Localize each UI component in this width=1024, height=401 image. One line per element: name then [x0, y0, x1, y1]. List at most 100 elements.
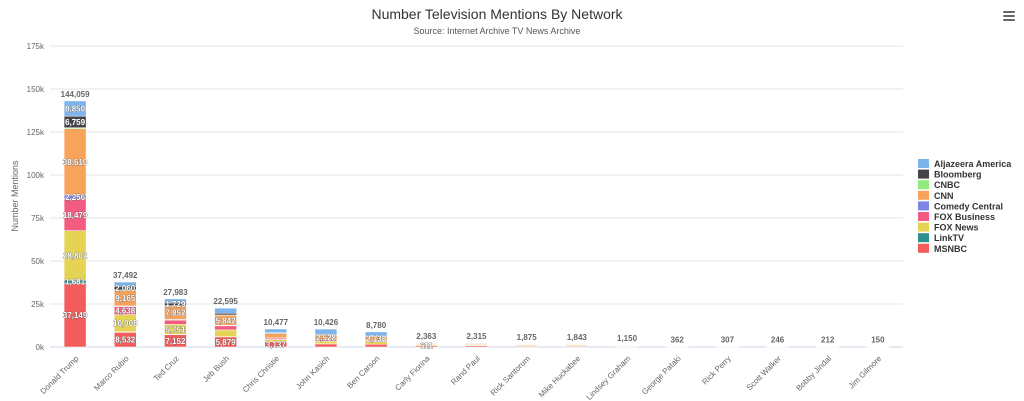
segment-data-label: 8,850	[65, 105, 86, 114]
x-tick-label: Bobby Jindal	[794, 354, 833, 393]
legend-item[interactable]: FOX News	[918, 222, 979, 233]
y-tick-label: 0k	[36, 343, 45, 352]
legend-swatch	[918, 201, 929, 211]
legend-item[interactable]: CNBC	[918, 180, 960, 190]
total-label: 10,477	[264, 318, 289, 327]
legend-swatch	[918, 190, 929, 200]
x-tick-label: Jeb Bush	[201, 354, 231, 384]
segment-data-label: 1,681	[65, 278, 86, 287]
legend-label: Bloomberg	[934, 170, 982, 180]
segment-data-label: 7,152	[165, 337, 186, 346]
bar-segment[interactable]	[164, 319, 187, 325]
y-tick-label: 175k	[27, 42, 45, 51]
total-label: 362	[671, 335, 685, 344]
bar-segment[interactable]	[214, 325, 237, 331]
total-label: 307	[721, 335, 735, 344]
legend-item[interactable]: LinkTV	[918, 233, 964, 243]
data-labels: 37,149 1,681 28,802 18,479 2,256 38,610 6,759 8…	[61, 90, 886, 351]
bar-segment[interactable]	[364, 331, 388, 337]
bar-segment[interactable]	[264, 333, 288, 339]
chart-subtitle: Source: Internet Archive TV News Archive	[414, 26, 581, 36]
segment-data-label: 5,842	[216, 316, 237, 325]
y-tick-label: 50k	[31, 257, 45, 266]
total-label: 2,363	[416, 332, 437, 341]
segment-data-label: 38,610	[63, 158, 88, 167]
bar-segment[interactable]	[164, 298, 187, 304]
total-label: 27,983	[163, 288, 188, 297]
legend-swatch	[918, 180, 929, 190]
x-tick-label: Rand Paul	[449, 354, 482, 387]
legend-label: LinkTV	[934, 233, 964, 243]
total-label: 1,843	[567, 333, 588, 342]
x-tick-label: John Kasich	[294, 354, 331, 391]
legend-label: Aljazeera America	[934, 159, 1012, 169]
y-tick-label: 75k	[31, 214, 45, 223]
legend-item[interactable]: FOX Business	[918, 212, 995, 222]
legend-item[interactable]: MSNBC	[918, 243, 967, 254]
segment-data-label: 7,852	[165, 309, 186, 318]
segment-data-label: 28,802	[63, 251, 88, 260]
hamburger-menu-icon[interactable]	[998, 8, 1018, 24]
segment-data-label: 2,256	[65, 193, 86, 202]
segment-data-label: 4,638	[115, 307, 136, 316]
legend-label: FOX Business	[934, 212, 995, 222]
legend-item[interactable]: Comedy Central	[918, 201, 1003, 211]
legend-item[interactable]: Aljazeera America	[918, 159, 1012, 169]
chart-title: Number Television Mentions By Network	[371, 6, 623, 22]
total-label: 246	[771, 336, 785, 345]
segment-data-label: 3,137	[266, 340, 287, 349]
segment-data-label: 8,532	[115, 336, 136, 345]
bar-segment[interactable]	[214, 329, 237, 337]
segment-data-label: 5,879	[216, 338, 237, 347]
legend-item[interactable]: Bloomberg	[918, 169, 982, 180]
bar-segment[interactable]	[114, 281, 137, 287]
bar-segment[interactable]	[465, 342, 488, 344]
x-tick-label: Ted Cruz	[152, 354, 181, 383]
legend-label: MSNBC	[934, 244, 967, 254]
bar-segment[interactable]	[314, 343, 338, 348]
bar-segment[interactable]	[214, 307, 237, 314]
total-label: 37,492	[113, 271, 138, 280]
y-tick-label: 125k	[27, 128, 45, 137]
segment-data-label: 9,165	[115, 294, 136, 303]
total-label: 1,150	[617, 334, 638, 343]
bar-segment[interactable]	[214, 313, 237, 316]
legend-swatch	[918, 222, 929, 232]
x-tick-label: Chris Christie	[241, 354, 282, 395]
y-tick-label: 150k	[27, 85, 45, 94]
bar-segment[interactable]	[364, 343, 388, 348]
x-tick-label: Marco Rubio	[92, 354, 131, 393]
bar-segment[interactable]	[515, 343, 538, 345]
total-label: 144,059	[61, 90, 90, 99]
legend-swatch	[918, 212, 929, 221]
segment-data-label: 1,729	[165, 300, 186, 309]
x-tick-label: Scott Walker	[745, 354, 783, 392]
y-tick-label: 25k	[31, 300, 45, 309]
x-tick-label: Rick Santorum	[489, 354, 533, 398]
segment-data-label: 18,479	[63, 211, 88, 220]
x-tick-label: Jim Gilmore	[847, 354, 884, 391]
segment-data-label: 2,528	[316, 333, 337, 342]
x-tick-label: Rick Perry	[700, 354, 732, 386]
legend-swatch	[918, 233, 929, 243]
y-axis-label: Number Mentions	[10, 160, 20, 232]
bar-segment[interactable]	[314, 328, 338, 335]
x-tick-label: Mike Huckabee	[537, 354, 583, 400]
bar-segment[interactable]	[264, 328, 288, 333]
total-label: 22,595	[213, 297, 238, 306]
legend-swatch	[918, 243, 929, 253]
bar-segment[interactable]	[63, 100, 87, 117]
legend-label: FOX News	[934, 223, 979, 233]
total-label: 212	[821, 336, 835, 345]
segment-data-label: 37,149	[63, 311, 88, 320]
total-label: 150	[871, 336, 885, 345]
y-axis-ticks: 0k 25k 50k 75k 100k 125k 150k 175k	[27, 42, 45, 352]
segment-data-label: 6,759	[65, 118, 86, 127]
x-axis-ticks: Donald Trump Marco Rubio Ted Cruz Jeb Bush C…	[39, 354, 884, 401]
legend-item[interactable]: CNN	[918, 190, 954, 201]
x-tick-label: Lindsey Graham	[585, 354, 633, 401]
bar-segment[interactable]	[415, 342, 438, 344]
x-tick-label: Carly Fiorina	[393, 354, 432, 393]
x-tick-label: Ben Carson	[345, 354, 381, 390]
